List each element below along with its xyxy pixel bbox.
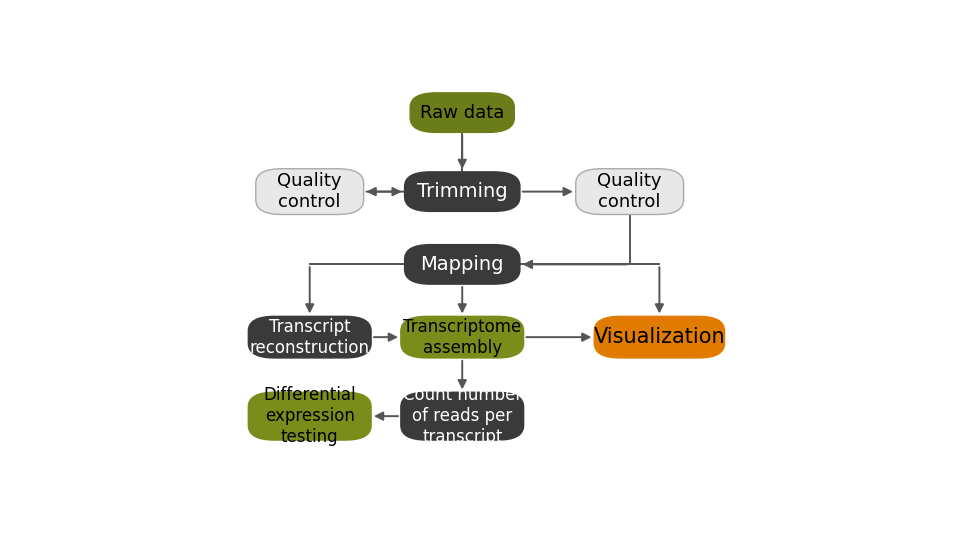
FancyBboxPatch shape (576, 169, 684, 214)
FancyBboxPatch shape (401, 316, 523, 358)
Text: Transcript
reconstruction: Transcript reconstruction (250, 318, 370, 356)
FancyBboxPatch shape (404, 172, 520, 211)
FancyBboxPatch shape (255, 169, 364, 214)
Text: Quality
control: Quality control (597, 172, 661, 211)
Text: Differential
expression
testing: Differential expression testing (263, 386, 356, 446)
Text: Trimming: Trimming (417, 182, 508, 201)
FancyBboxPatch shape (410, 93, 515, 132)
Text: Transcriptome
assembly: Transcriptome assembly (403, 318, 521, 356)
Text: Visualization: Visualization (593, 327, 725, 347)
Text: Quality
control: Quality control (277, 172, 342, 211)
Text: Mapping: Mapping (420, 255, 504, 274)
FancyBboxPatch shape (404, 245, 520, 284)
Text: Count number
of reads per
transcript: Count number of reads per transcript (402, 386, 522, 446)
FancyBboxPatch shape (249, 316, 372, 358)
FancyBboxPatch shape (401, 392, 523, 440)
FancyBboxPatch shape (249, 392, 372, 440)
FancyBboxPatch shape (594, 316, 725, 358)
Text: Raw data: Raw data (420, 104, 504, 122)
